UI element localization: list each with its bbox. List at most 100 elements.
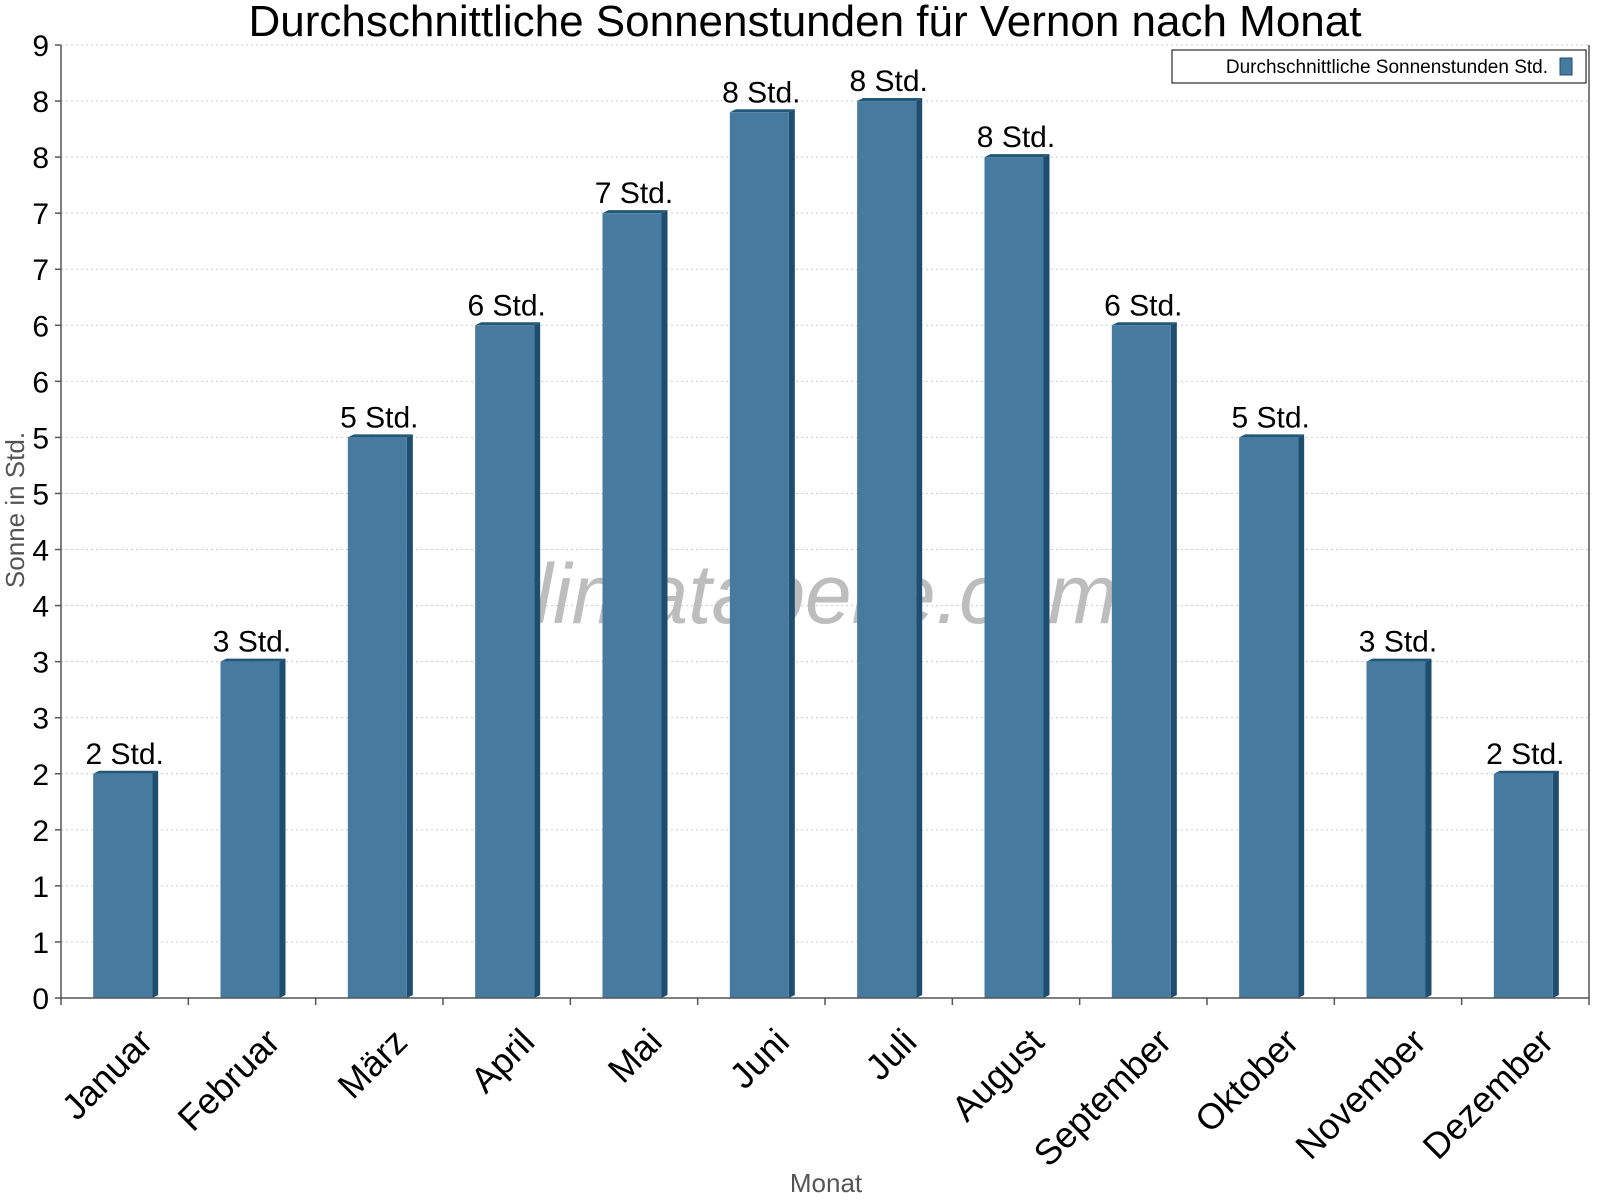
bar-front bbox=[1239, 437, 1299, 999]
bar-side bbox=[1552, 770, 1559, 998]
x-tick-label: November bbox=[1287, 1021, 1433, 1167]
data-label: 6 Std. bbox=[1104, 289, 1182, 322]
bar-front bbox=[93, 773, 153, 998]
bar-side bbox=[1298, 434, 1305, 999]
x-tick-label: Dezember bbox=[1415, 1021, 1561, 1167]
bar-front bbox=[729, 112, 789, 999]
bar-side bbox=[534, 322, 541, 998]
y-tick-label: 1 bbox=[32, 927, 49, 960]
bar-front bbox=[475, 325, 535, 998]
legend-box bbox=[1171, 49, 1587, 84]
legend-label: Durchschnittliche Sonnenstunden Std. bbox=[1226, 57, 1548, 78]
bar-top bbox=[1239, 434, 1305, 438]
bar-top bbox=[857, 98, 923, 102]
y-tick-label: 3 bbox=[32, 647, 49, 680]
x-tick-label: Oktober bbox=[1187, 1021, 1307, 1141]
bar-front bbox=[1366, 661, 1426, 998]
y-tick-label: 6 bbox=[32, 366, 49, 399]
chart-title: Durchschnittliche Sonnenstunden für Vern… bbox=[249, 0, 1362, 46]
bar-side bbox=[406, 434, 413, 999]
data-label: 6 Std. bbox=[467, 289, 545, 322]
bar-front bbox=[1493, 773, 1553, 998]
data-label: 2 Std. bbox=[85, 738, 163, 771]
data-label: 5 Std. bbox=[1231, 401, 1309, 434]
bar-dezember bbox=[1493, 770, 1559, 998]
bar-mai bbox=[602, 210, 668, 999]
bar-top bbox=[1366, 658, 1432, 662]
bar-side bbox=[1425, 658, 1432, 998]
x-tick-label: Februar bbox=[170, 1021, 288, 1139]
data-label: 7 Std. bbox=[595, 177, 673, 210]
y-tick-label: 4 bbox=[32, 591, 49, 624]
bar-november bbox=[1366, 658, 1432, 998]
bar-top bbox=[1111, 322, 1177, 326]
bar-top bbox=[220, 658, 286, 662]
y-tick-label: 8 bbox=[32, 142, 49, 175]
bar-top bbox=[729, 109, 795, 113]
y-tick-label: 3 bbox=[32, 703, 49, 736]
x-tick-label: Juni bbox=[721, 1021, 797, 1097]
gridlines bbox=[61, 44, 1589, 943]
bar-side bbox=[916, 98, 923, 998]
data-label: 8 Std. bbox=[977, 121, 1055, 154]
data-label: 8 Std. bbox=[722, 76, 800, 109]
bar-front bbox=[857, 101, 917, 998]
y-tick-label: 1 bbox=[32, 871, 49, 904]
x-tick-label: Januar bbox=[53, 1021, 160, 1128]
bar-side bbox=[1170, 322, 1177, 998]
y-tick-label: 5 bbox=[32, 422, 49, 455]
bar-april bbox=[475, 322, 541, 998]
bars: 2 Std. 3 Std. 5 Std. 6 Std. 7 Std. 8 Std. 8 St… bbox=[85, 65, 1565, 999]
bar-februar bbox=[220, 658, 286, 998]
bar-top bbox=[602, 210, 668, 214]
data-label: 3 Std. bbox=[213, 626, 291, 659]
bar-front bbox=[220, 661, 280, 998]
bar-side bbox=[661, 210, 668, 999]
x-axis-title: Monat bbox=[790, 1168, 863, 1198]
bar-top bbox=[347, 434, 413, 438]
y-axis-title: Sonne in Std. bbox=[0, 432, 30, 588]
y-tick-label: 0 bbox=[32, 983, 49, 1016]
x-tick-label: Mai bbox=[600, 1021, 670, 1091]
y-tick-label: 2 bbox=[32, 759, 49, 792]
bar-side bbox=[279, 658, 286, 998]
x-tick-label: August bbox=[943, 1021, 1051, 1129]
bar-märz bbox=[347, 434, 413, 999]
y-tick-label: 6 bbox=[32, 310, 49, 343]
x-tick-label: Juli bbox=[857, 1021, 924, 1088]
y-tick-label: 7 bbox=[32, 198, 49, 231]
x-tick-label: März bbox=[329, 1021, 415, 1107]
bar-front bbox=[602, 213, 662, 999]
bar-front bbox=[1111, 325, 1171, 998]
data-label: 8 Std. bbox=[849, 65, 927, 98]
legend: Durchschnittliche Sonnenstunden Std. bbox=[1171, 49, 1587, 84]
y-tick-label: 5 bbox=[32, 478, 49, 511]
data-label: 5 Std. bbox=[340, 401, 418, 434]
bar-side bbox=[152, 770, 159, 998]
x-tick-label: September bbox=[1025, 1021, 1179, 1175]
y-tick-label: 7 bbox=[32, 254, 49, 287]
x-tick-label: April bbox=[462, 1021, 542, 1101]
bar-juli bbox=[857, 98, 923, 998]
bar-top bbox=[93, 770, 159, 774]
bar-top bbox=[984, 154, 1050, 158]
bar-september bbox=[1111, 322, 1177, 998]
bar-top bbox=[475, 322, 541, 326]
bar-side bbox=[1043, 154, 1050, 998]
bar-januar bbox=[93, 770, 159, 998]
data-label: 3 Std. bbox=[1359, 626, 1437, 659]
y-tick-label: 2 bbox=[32, 815, 49, 848]
bar-august bbox=[984, 154, 1050, 998]
bar-juni bbox=[729, 109, 795, 999]
legend-swatch bbox=[1559, 57, 1573, 76]
y-tick-label: 8 bbox=[32, 86, 49, 119]
data-label: 2 Std. bbox=[1486, 738, 1564, 771]
y-tick-label: 9 bbox=[32, 30, 49, 63]
bar-top bbox=[1493, 770, 1559, 774]
bar-front bbox=[984, 157, 1044, 998]
bar-oktober bbox=[1239, 434, 1305, 999]
y-tick-label: 4 bbox=[32, 535, 49, 568]
bar-front bbox=[347, 437, 407, 999]
bar-side bbox=[788, 109, 795, 999]
